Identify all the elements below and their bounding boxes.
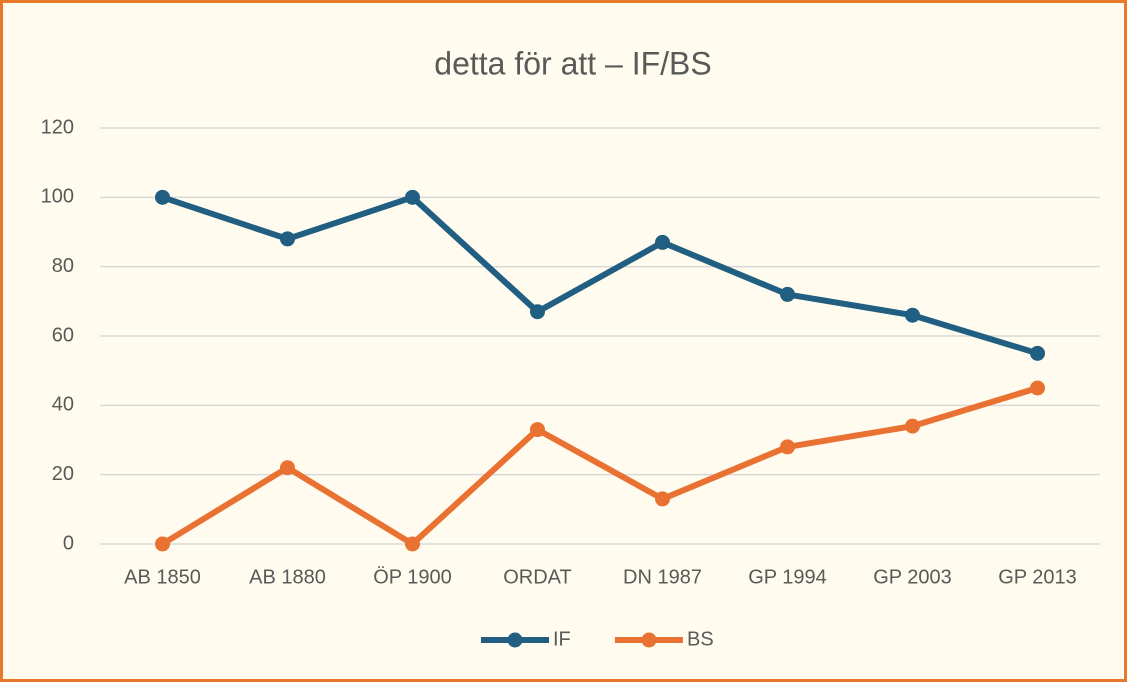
data-point: [405, 536, 420, 552]
data-point: [155, 536, 170, 552]
legend-label: IF: [553, 628, 571, 650]
data-point: [905, 418, 920, 434]
y-tick-label: 120: [41, 116, 74, 138]
y-tick-label: 0: [63, 532, 74, 554]
x-tick-label: DN 1987: [623, 566, 702, 588]
data-point: [155, 189, 170, 205]
series-line: [161, 194, 1039, 357]
x-tick-label: GP 2013: [998, 566, 1077, 588]
data-point: [1030, 380, 1045, 396]
x-tick-label: AB 1880: [249, 566, 326, 588]
data-point: [1030, 345, 1045, 361]
legend-label: BS: [687, 628, 714, 650]
y-tick-label: 80: [52, 255, 74, 277]
data-point: [530, 422, 545, 438]
series-line: [160, 385, 1039, 547]
data-point: [280, 460, 295, 476]
data-point: [655, 491, 670, 507]
data-point: [530, 304, 545, 320]
x-tick-label: ORDAT: [503, 566, 572, 588]
x-tick-label: GP 1994: [748, 566, 827, 588]
chart-title: detta för att – IF/BS: [434, 45, 711, 81]
data-point: [655, 234, 670, 250]
y-tick-label: 60: [52, 324, 74, 346]
legend-marker: [507, 632, 523, 648]
x-tick-label: GP 2003: [873, 566, 952, 588]
y-tick-label: 20: [52, 463, 74, 485]
data-point: [280, 231, 295, 247]
legend-marker: [641, 632, 657, 648]
x-tick-label: AB 1850: [124, 566, 201, 588]
y-tick-label: 40: [52, 394, 74, 416]
data-point: [905, 307, 920, 323]
data-point: [405, 189, 420, 205]
y-tick-label: 100: [41, 186, 74, 208]
data-point: [780, 286, 795, 302]
data-point: [780, 439, 795, 455]
x-tick-label: ÖP 1900: [373, 566, 452, 588]
